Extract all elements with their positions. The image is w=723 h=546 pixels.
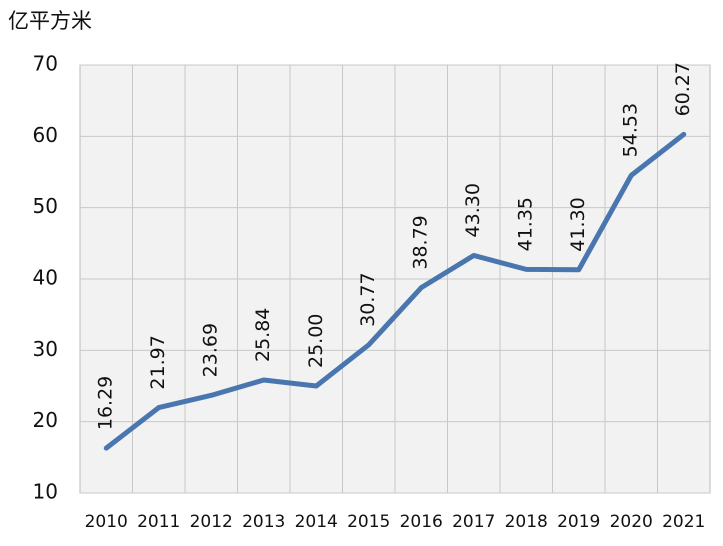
x-tick-label: 2011	[137, 512, 180, 532]
x-tick-label: 2012	[190, 512, 233, 532]
x-tick-label: 2010	[85, 512, 128, 532]
y-tick-label: 70	[33, 52, 58, 76]
value-label: 54.53	[620, 103, 642, 157]
value-label: 30.77	[357, 272, 379, 326]
value-label: 16.29	[95, 376, 117, 430]
y-tick-label: 10	[33, 480, 58, 504]
value-label: 38.79	[410, 215, 432, 269]
y-tick-label: 50	[33, 194, 58, 218]
y-tick-label: 60	[33, 123, 58, 147]
value-label: 60.27	[672, 62, 694, 116]
x-tick-label: 2018	[505, 512, 548, 532]
data-line	[103, 131, 687, 451]
value-label: 21.97	[147, 335, 169, 389]
y-axis-unit: 亿平方米	[8, 9, 92, 33]
x-tick-label: 2017	[452, 512, 495, 532]
x-tick-label: 2014	[295, 512, 338, 532]
value-label: 25.84	[252, 308, 274, 362]
x-tick-label: 2019	[557, 512, 600, 532]
x-tick-label: 2020	[610, 512, 653, 532]
y-tick-label: 30	[33, 337, 58, 361]
value-label: 25.00	[305, 314, 327, 368]
value-label: 43.30	[462, 183, 484, 237]
value-label: 23.69	[200, 323, 222, 377]
x-tick-label: 2021	[662, 512, 705, 532]
y-tick-label: 40	[33, 266, 58, 290]
x-tick-label: 2016	[400, 512, 443, 532]
value-label: 41.30	[567, 197, 589, 251]
value-label: 41.35	[515, 197, 537, 251]
x-tick-label: 2015	[347, 512, 390, 532]
y-tick-label: 20	[33, 408, 58, 432]
x-tick-label: 2013	[242, 512, 285, 532]
